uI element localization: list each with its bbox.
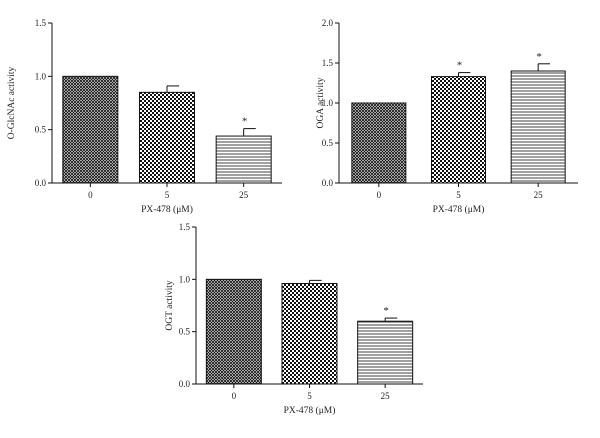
x-tick-label: 25 xyxy=(381,391,391,401)
significance-mark: * xyxy=(242,116,248,128)
x-axis-label: PX-478 (μM) xyxy=(433,204,485,215)
bar-5 xyxy=(281,283,338,385)
x-tick-label: 25 xyxy=(239,190,249,200)
bar-0 xyxy=(205,278,262,385)
chart-panel-1: 0.0 0.5 1.0 1.5 0 5 * 25 PX-478 (μM) O-GlcNAc act… xyxy=(7,18,282,215)
significance-mark: * xyxy=(457,60,463,72)
chart-panel-2: 0.0 0.5 1.0 1.5 2.0 0 * 5 * 25 PX-478 (μM) OGA acti… xyxy=(316,18,578,215)
bar-25 xyxy=(215,135,272,184)
bar-0 xyxy=(62,75,119,184)
y-tick-label: 1.5 xyxy=(35,18,47,28)
y-tick-label: 0.0 xyxy=(35,178,47,188)
y-tick-label: 0.5 xyxy=(322,138,334,148)
x-tick-label: 0 xyxy=(88,190,93,200)
bar-0 xyxy=(351,102,407,184)
y-tick-label: 0.0 xyxy=(179,379,191,389)
y-tick-label: 1.5 xyxy=(179,222,191,232)
y-tick-label: 0.5 xyxy=(35,125,47,135)
y-tick-label: 2.0 xyxy=(322,18,334,28)
y-tick-label: 0.0 xyxy=(322,178,334,188)
x-axis-label: PX-478 (μM) xyxy=(141,204,193,215)
y-axis-label: OGA activity xyxy=(316,77,326,128)
y-tick-label: 1.0 xyxy=(322,98,334,108)
y-tick-label: 1.5 xyxy=(322,58,334,68)
bar-25 xyxy=(510,70,566,184)
y-tick-label: 1.0 xyxy=(179,274,191,284)
y-tick-label: 0.5 xyxy=(179,327,191,337)
y-tick-label: 1.0 xyxy=(35,71,47,81)
x-tick-label: 5 xyxy=(307,391,312,401)
bar-5 xyxy=(431,76,486,184)
x-tick-label: 5 xyxy=(456,190,461,200)
significance-mark: * xyxy=(383,305,389,317)
bar-25 xyxy=(357,320,414,385)
x-tick-label: 5 xyxy=(165,190,170,200)
y-axis-label: OGT activity xyxy=(165,280,175,330)
x-tick-label: 0 xyxy=(377,190,382,200)
bar-5 xyxy=(139,91,195,184)
x-axis-label: PX-478 (μM) xyxy=(284,405,336,416)
chart-panel-3: 0.0 0.5 1.0 1.5 0 5 * 25 PX-478 (μM) OGT activity xyxy=(165,222,423,416)
x-tick-label: 0 xyxy=(232,391,237,401)
x-tick-label: 25 xyxy=(534,190,544,200)
significance-mark: * xyxy=(536,51,542,63)
y-axis-label: O-GlcNAc activity xyxy=(7,66,17,139)
